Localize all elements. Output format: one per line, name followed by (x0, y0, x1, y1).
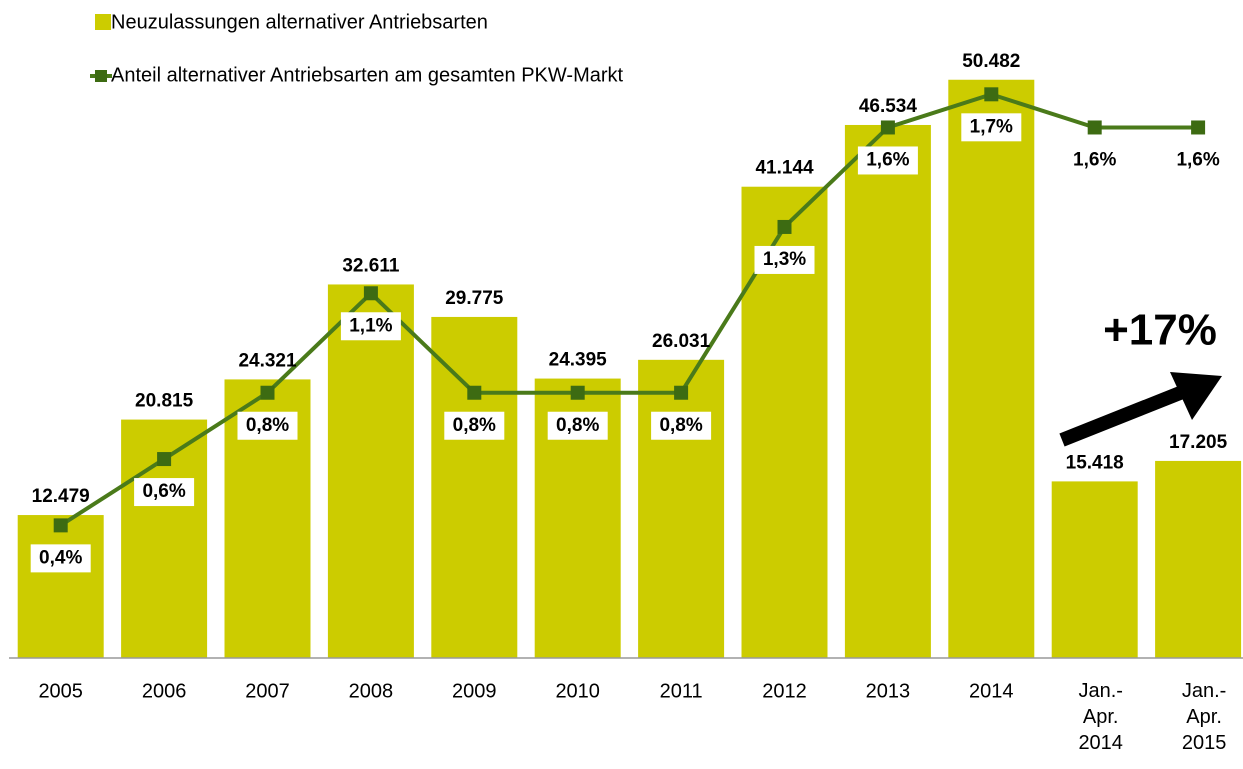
line-value-label: 1,3% (763, 249, 806, 270)
line-marker (880, 120, 895, 135)
line-value-label: 1,6% (1073, 149, 1116, 170)
legend-swatch (95, 14, 111, 30)
bar-value-label: 29.775 (445, 288, 504, 309)
line-marker (674, 385, 689, 400)
bar-value-label: 41.144 (755, 158, 814, 179)
bar-value-label: 24.395 (549, 350, 608, 371)
bar-value-label: 46.534 (859, 96, 918, 117)
bar-value-label: 50.482 (962, 51, 1020, 72)
line-marker (363, 286, 378, 301)
line-label-box (30, 544, 91, 573)
x-tick-label: 2007 (245, 680, 290, 702)
bar (948, 79, 1035, 658)
line-value-label: 1,6% (866, 149, 909, 170)
line-value-label: 0,8% (556, 415, 599, 436)
line-value-label: 1,6% (1176, 149, 1219, 170)
x-tick-label: 2014 (969, 680, 1014, 702)
line (59, 92, 1199, 528)
bar (431, 316, 518, 658)
line-label-box (961, 113, 1022, 142)
arrow (1059, 372, 1222, 447)
line-marker (157, 452, 172, 467)
line-marker (467, 385, 482, 400)
bar (1051, 481, 1138, 658)
line-label-box (444, 411, 505, 440)
line-value-label: 0,8% (246, 415, 289, 436)
line-label-box (1168, 146, 1229, 175)
line-marker (260, 385, 275, 400)
line-label-box (1064, 146, 1125, 175)
bar (1155, 460, 1242, 658)
bar (844, 124, 931, 658)
line-label-box (857, 146, 918, 175)
legend-label: Neuzulassungen alternativer Antriebsarte… (111, 11, 488, 33)
x-tick-label: Jan.- Apr. 2014 (1078, 680, 1123, 754)
line-label-box (237, 411, 298, 440)
line-value-label: 0,8% (453, 415, 496, 436)
bar-value-label: 17.205 (1169, 432, 1228, 453)
x-tick-label-line: 2015 (1182, 732, 1227, 754)
bar (638, 359, 725, 658)
line-value-label: 0,4% (39, 547, 82, 568)
x-tick-label-line: Apr. (1083, 706, 1119, 728)
bar-value-label: 12.479 (32, 486, 90, 507)
legend-label: Anteil alternativer Antriebsarten am ges… (111, 64, 624, 86)
bar-value-label: 20.815 (135, 391, 194, 412)
line-value-label: 1,1% (349, 315, 392, 336)
bar-value-label: 26.031 (652, 331, 711, 352)
x-tick-label: 2009 (452, 680, 497, 702)
line-value-label: 0,8% (659, 415, 702, 436)
line-label-box (754, 245, 815, 274)
line-label-box (340, 312, 401, 341)
x-tick-label: 2012 (762, 680, 807, 702)
line-marker (984, 87, 999, 102)
line-label-box (651, 411, 712, 440)
x-tick-label: 2008 (349, 680, 394, 702)
x-tick-label-line: Jan.- (1078, 680, 1122, 702)
bar (17, 515, 104, 658)
x-tick-label: 2005 (38, 680, 83, 702)
x-tick-label: 2013 (866, 680, 911, 702)
arrow-shaft (1059, 384, 1188, 447)
x-tick-label-line: Apr. (1186, 706, 1222, 728)
bar (327, 284, 414, 658)
line-marker (1191, 120, 1206, 135)
annotation: +17% (1103, 306, 1217, 355)
line-marker (570, 385, 585, 400)
line-marker (1087, 120, 1102, 135)
line-value-label: 0,6% (142, 481, 185, 502)
arrow-head (1170, 372, 1222, 420)
x-tick-label: 2010 (555, 680, 600, 702)
x-tick-label: 2006 (142, 680, 187, 702)
x-tick-label: 2011 (660, 680, 703, 702)
line-label-box (547, 411, 608, 440)
x-tick-label-line: 2014 (1078, 732, 1123, 754)
bar-value-label: 15.418 (1066, 452, 1124, 473)
legend-marker (95, 70, 107, 82)
bar-value-label: 24.321 (238, 350, 297, 371)
x-tick-label-line: Jan.- (1182, 680, 1226, 702)
line-marker (777, 219, 792, 234)
line-marker (53, 518, 68, 533)
line-label-box (134, 478, 195, 507)
bar-value-label: 32.611 (342, 255, 399, 276)
x-tick-label: Jan.- Apr. 2015 (1182, 680, 1227, 754)
line-value-label: 1,7% (970, 116, 1013, 137)
